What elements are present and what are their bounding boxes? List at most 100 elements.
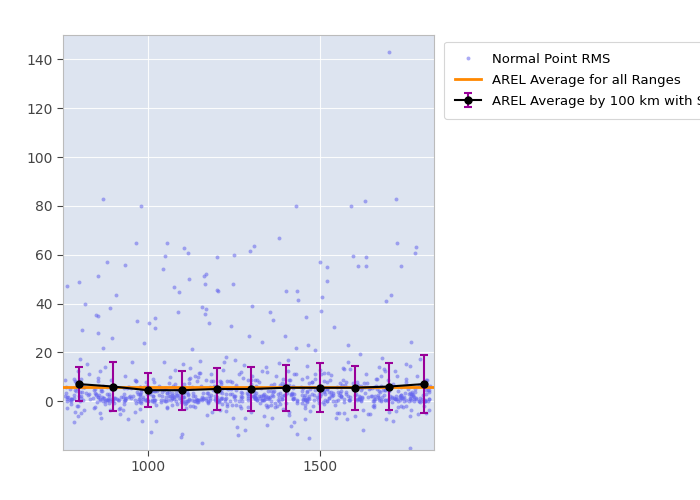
Normal Point RMS [350,390,361,398]
Normal Point RMS [319,390,330,398]
Normal Point RMS [422,386,433,394]
Normal Point RMS [337,364,349,372]
Normal Point RMS [221,400,232,407]
Normal Point RMS [202,411,213,419]
Normal Point RMS [162,390,173,398]
Normal Point RMS [309,376,321,384]
Normal Point RMS [373,396,384,404]
Normal Point RMS [421,386,432,394]
Normal Point RMS [208,384,219,392]
Normal Point RMS [410,394,421,402]
Normal Point RMS [296,375,307,383]
Normal Point RMS [355,398,366,406]
Normal Point RMS [220,394,231,402]
Normal Point RMS [177,360,188,368]
Normal Point RMS [134,383,146,391]
Normal Point RMS [274,358,285,366]
Normal Point RMS [377,393,388,401]
Normal Point RMS [73,367,84,375]
Normal Point RMS [249,394,260,402]
Normal Point RMS [207,386,218,394]
Normal Point RMS [97,382,108,390]
Normal Point RMS [160,396,171,404]
Normal Point RMS [276,395,288,403]
Normal Point RMS [304,392,315,400]
Normal Point RMS [414,398,426,406]
Normal Point RMS [178,390,190,398]
Normal Point RMS [134,405,145,413]
Normal Point RMS [169,385,181,393]
Normal Point RMS [370,395,381,403]
Normal Point RMS [144,384,155,392]
Normal Point RMS [392,239,403,247]
Normal Point RMS [187,402,198,410]
Normal Point RMS [202,389,213,397]
Normal Point RMS [355,386,366,394]
Normal Point RMS [324,376,335,384]
Normal Point RMS [421,376,432,384]
Normal Point RMS [141,382,153,390]
Normal Point RMS [274,389,286,397]
Normal Point RMS [332,388,344,396]
Normal Point RMS [162,240,173,248]
Normal Point RMS [301,388,312,396]
Normal Point RMS [242,376,253,384]
Normal Point RMS [414,355,426,363]
Normal Point RMS [230,392,241,400]
Normal Point RMS [325,370,336,378]
Normal Point RMS [68,394,79,402]
Normal Point RMS [384,396,395,404]
Normal Point RMS [296,390,307,398]
Normal Point RMS [71,402,83,410]
Normal Point RMS [358,406,369,414]
Normal Point RMS [332,382,343,390]
Normal Point RMS [123,394,134,402]
Normal Point RMS [149,314,160,322]
Normal Point RMS [102,383,113,391]
Normal Point RMS [290,370,301,378]
Normal Point RMS [335,392,346,400]
Normal Point RMS [69,408,80,416]
Normal Point RMS [230,402,241,409]
Normal Point RMS [143,396,154,404]
Normal Point RMS [135,397,146,405]
Normal Point RMS [382,396,393,404]
Normal Point RMS [214,396,225,404]
Normal Point RMS [220,394,232,402]
Normal Point RMS [163,392,174,400]
Normal Point RMS [339,398,350,406]
Normal Point RMS [129,408,140,416]
Normal Point RMS [301,372,312,380]
Normal Point RMS [75,392,86,400]
Normal Point RMS [153,382,164,390]
Normal Point RMS [424,406,435,414]
Normal Point RMS [421,376,432,384]
Normal Point RMS [410,243,421,251]
Normal Point RMS [322,263,333,271]
Normal Point RMS [148,396,160,404]
Normal Point RMS [244,332,255,340]
Normal Point RMS [405,412,416,420]
Normal Point RMS [249,395,260,403]
Normal Point RMS [258,392,269,400]
Normal Point RMS [407,392,419,400]
Normal Point RMS [318,400,330,408]
Normal Point RMS [402,385,413,393]
Normal Point RMS [235,392,246,400]
Normal Point RMS [184,374,195,382]
Normal Point RMS [283,366,294,374]
Normal Point RMS [246,376,257,384]
Normal Point RMS [190,372,201,380]
Normal Point RMS [337,376,349,384]
Normal Point RMS [234,402,245,410]
Normal Point RMS [272,390,284,398]
Normal Point RMS [162,404,173,411]
Normal Point RMS [288,382,299,390]
Normal Point RMS [239,426,251,434]
Normal Point RMS [135,391,146,399]
Normal Point RMS [355,393,366,401]
Normal Point RMS [391,194,402,202]
Normal Point RMS [167,394,178,402]
Normal Point RMS [360,253,372,261]
Normal Point RMS [219,397,230,405]
